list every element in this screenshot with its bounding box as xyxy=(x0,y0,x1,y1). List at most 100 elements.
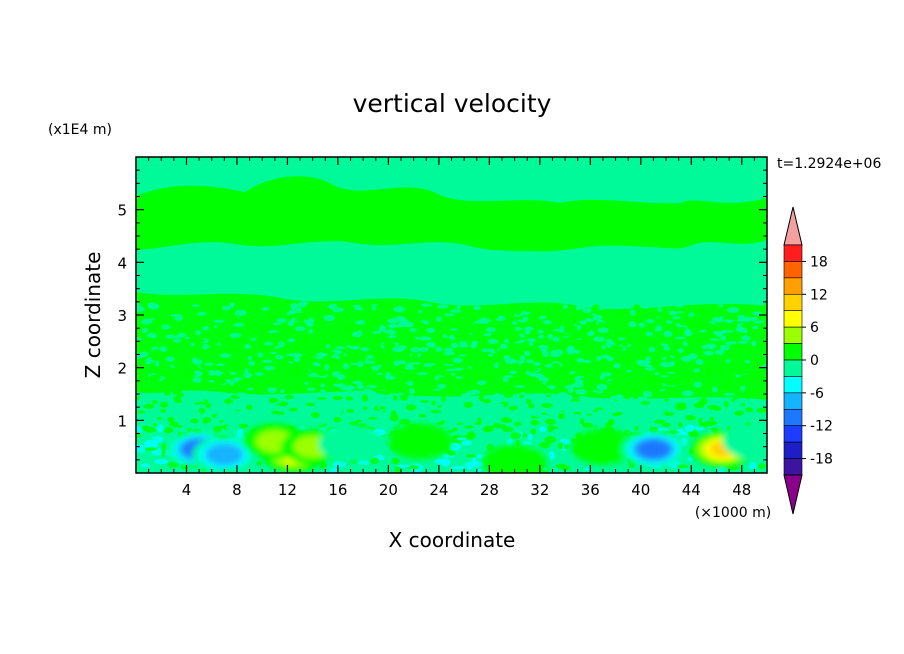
turbulence-speck xyxy=(244,368,249,375)
turbulence-speck xyxy=(559,333,572,337)
x-tick-label: 12 xyxy=(278,481,297,499)
turbulence-speck xyxy=(406,380,413,387)
turbulence-speck xyxy=(399,418,411,425)
turbulence-speck xyxy=(213,325,218,329)
surface-speck xyxy=(440,458,451,467)
turbulence-speck xyxy=(519,333,525,338)
turbulence-speck xyxy=(514,385,525,388)
turbulence-speck xyxy=(343,363,349,370)
turbulence-speck xyxy=(384,375,395,380)
turbulence-speck xyxy=(513,387,521,392)
turbulence-speck xyxy=(140,387,152,393)
turbulence-speck xyxy=(635,337,647,342)
turbulence-speck xyxy=(172,424,183,428)
turbulence-speck xyxy=(306,323,313,327)
turbulence-speck xyxy=(637,419,649,424)
turbulence-speck xyxy=(244,352,251,355)
turbulence-speck xyxy=(705,372,712,376)
surface-speck xyxy=(154,459,169,465)
turbulence-speck xyxy=(141,327,148,334)
turbulence-speck xyxy=(200,369,209,373)
turbulence-speck xyxy=(382,303,393,309)
turbulence-speck xyxy=(388,368,398,374)
colorbar-box xyxy=(783,458,803,476)
turbulence-speck xyxy=(677,326,687,332)
turbulence-speck xyxy=(477,325,485,331)
turbulence-speck xyxy=(592,390,597,393)
surface-speck xyxy=(548,451,556,460)
turbulence-speck xyxy=(360,413,365,416)
turbulence-speck xyxy=(413,376,423,383)
turbulence-speck xyxy=(418,309,423,313)
turbulence-speck xyxy=(446,330,451,337)
turbulence-speck xyxy=(225,350,235,354)
turbulence-speck xyxy=(193,370,202,374)
turbulence-speck xyxy=(573,332,582,336)
turbulence-speck xyxy=(383,354,393,361)
turbulence-speck xyxy=(283,328,293,332)
turbulence-speck xyxy=(751,390,760,394)
turbulence-speck xyxy=(228,431,237,436)
turbulence-speck xyxy=(487,375,494,381)
turbulence-speck xyxy=(553,410,560,416)
turbulence-speck xyxy=(704,350,714,356)
turbulence-speck xyxy=(202,326,209,330)
turbulence-speck xyxy=(742,306,753,311)
turbulence-speck xyxy=(310,346,316,352)
turbulence-speck xyxy=(286,403,295,409)
turbulence-speck xyxy=(198,339,205,343)
turbulence-speck xyxy=(700,309,710,314)
turbulence-speck xyxy=(277,397,282,403)
turbulence-speck xyxy=(418,413,427,418)
x-tick-label: 32 xyxy=(530,481,549,499)
colorbar-tick-label: -6 xyxy=(810,386,824,402)
turbulence-speck xyxy=(294,347,300,352)
turbulence-speck xyxy=(169,411,181,415)
turbulence-speck xyxy=(737,314,746,320)
turbulence-speck xyxy=(215,414,225,419)
turbulence-speck xyxy=(351,355,357,361)
turbulence-speck xyxy=(311,307,323,312)
turbulence-speck xyxy=(316,352,328,358)
turbulence-speck xyxy=(582,307,592,314)
turbulence-speck xyxy=(736,318,747,322)
surface-speck xyxy=(143,426,157,433)
turbulence-speck xyxy=(533,361,541,367)
turbulence-speck xyxy=(636,359,645,364)
turbulence-speck xyxy=(190,418,199,424)
turbulence-speck xyxy=(667,367,675,372)
turbulence-speck xyxy=(556,349,564,356)
turbulence-speck xyxy=(729,344,739,348)
turbulence-speck xyxy=(712,406,722,411)
turbulence-speck xyxy=(459,341,468,345)
turbulence-speck xyxy=(262,332,268,339)
turbulence-speck xyxy=(610,368,621,374)
turbulence-speck xyxy=(683,330,693,337)
turbulence-speck xyxy=(675,379,681,383)
turbulence-speck xyxy=(264,365,275,371)
turbulence-speck xyxy=(486,327,496,333)
turbulence-speck xyxy=(261,306,270,311)
colorbar: 18 12 6 0 -6 -12 -18 xyxy=(783,206,833,515)
turbulence-speck xyxy=(159,339,172,345)
colorbar-box xyxy=(783,244,803,262)
turbulence-speck xyxy=(335,346,346,350)
turbulence-speck xyxy=(370,320,379,326)
turbulence-speck xyxy=(289,407,298,412)
turbulence-speck xyxy=(596,420,601,425)
turbulence-speck xyxy=(562,304,569,310)
turbulence-speck xyxy=(420,336,426,340)
turbulence-speck xyxy=(305,402,317,407)
turbulence-speck xyxy=(431,400,436,406)
turbulence-speck xyxy=(636,312,641,320)
turbulence-speck xyxy=(255,372,265,376)
turbulence-speck xyxy=(502,376,509,382)
turbulence-speck xyxy=(324,376,336,383)
turbulence-speck xyxy=(154,349,159,353)
turbulence-speck xyxy=(155,324,162,331)
surface-speck xyxy=(486,444,494,452)
turbulence-speck xyxy=(204,362,214,366)
turbulence-speck xyxy=(561,367,573,373)
colorbar-box xyxy=(783,261,803,279)
green-band-upper xyxy=(136,176,767,256)
